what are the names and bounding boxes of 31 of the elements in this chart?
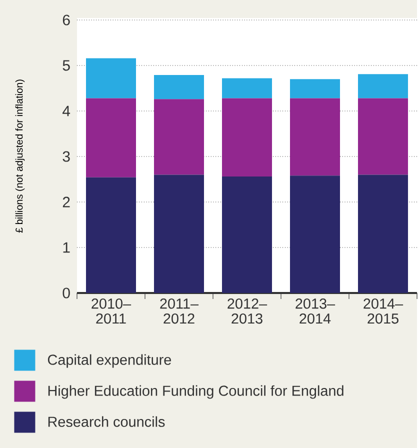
x-tick-label: 2013–2014 bbox=[296, 298, 336, 324]
bar bbox=[86, 177, 136, 293]
bar bbox=[358, 98, 408, 175]
bar bbox=[290, 176, 340, 293]
y-tick-label: 4 bbox=[62, 106, 70, 116]
x-tick-label: 2010–2011 bbox=[92, 298, 132, 324]
y-tick-label: 6 bbox=[62, 14, 70, 26]
bar bbox=[154, 174, 204, 293]
y-tick-label: 1 bbox=[63, 242, 70, 253]
bar bbox=[154, 75, 204, 100]
bar bbox=[154, 99, 204, 175]
x-tick-label: 2011–2012 bbox=[160, 298, 199, 324]
y-tick-label: 3 bbox=[62, 151, 70, 162]
legend-label: Capital expenditure bbox=[48, 354, 172, 368]
bar bbox=[222, 78, 272, 98]
legend-label: Research councils bbox=[48, 416, 165, 427]
bar bbox=[358, 174, 408, 293]
x-tick-label: 2014–2015 bbox=[364, 298, 404, 324]
bar bbox=[222, 176, 272, 293]
bar bbox=[290, 98, 340, 176]
bar bbox=[222, 98, 272, 177]
legend-label: Higher Education Funding Council for England bbox=[48, 385, 344, 399]
y-tick-label: 0 bbox=[62, 288, 70, 298]
y-tick-label: 5 bbox=[62, 60, 70, 71]
bar bbox=[86, 58, 136, 98]
bar bbox=[290, 79, 340, 98]
y-tick-label: 2 bbox=[62, 196, 70, 208]
bar bbox=[86, 98, 136, 178]
y-axis-title: £ billions (not adjusted for inflation) bbox=[15, 80, 25, 233]
x-tick-label: 2012–2013 bbox=[228, 298, 268, 324]
bar bbox=[358, 74, 408, 98]
